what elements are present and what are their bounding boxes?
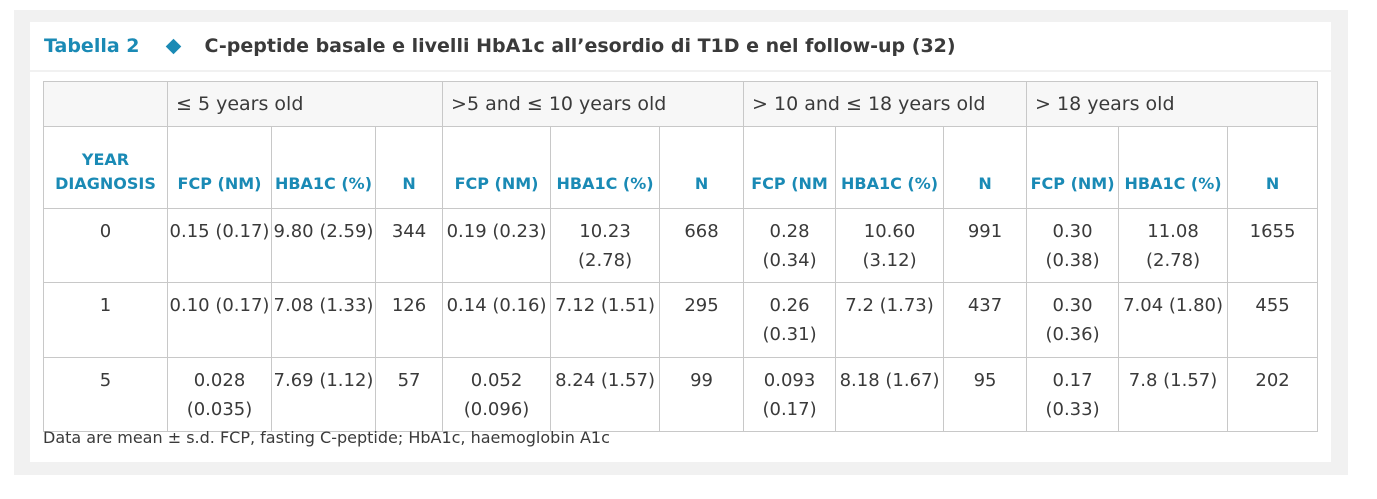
table-cell: 0.26 (0.31) bbox=[743, 282, 837, 358]
table-cell: 7.69 (1.12) bbox=[271, 357, 376, 432]
table-cell: 7.04 (1.80) bbox=[1118, 282, 1229, 358]
table-cell: 0.14 (0.16) bbox=[442, 282, 552, 358]
table-cell: 7.2 (1.73) bbox=[835, 282, 945, 358]
table-cell: 0.30 (0.38) bbox=[1026, 208, 1120, 283]
group-header: ≤ 5 years old bbox=[166, 81, 444, 127]
table-cell: 0.28 (0.34) bbox=[743, 208, 837, 283]
column-header-row: YEAR DIAGNOSIS FCP (NM) HBA1C (%) N FCP … bbox=[43, 126, 1319, 209]
table-row: 1 0.10 (0.17) 7.08 (1.33) 126 0.14 (0.16… bbox=[43, 282, 1319, 358]
diamond-icon bbox=[165, 38, 181, 54]
column-header: HBA1C (%) bbox=[835, 126, 945, 209]
table-cell: 10.23 (2.78) bbox=[550, 208, 661, 283]
title-bar: Tabella 2 C-peptide basale e livelli HbA… bbox=[30, 22, 1331, 70]
table-cell: 10.60 (3.12) bbox=[835, 208, 945, 283]
year-cell: 0 bbox=[43, 208, 168, 283]
year-cell: 5 bbox=[43, 357, 168, 432]
table-cell: 11.08 (2.78) bbox=[1118, 208, 1229, 283]
table-cell: 9.80 (2.59) bbox=[271, 208, 376, 283]
table-cell: 0.19 (0.23) bbox=[442, 208, 552, 283]
column-header: N bbox=[943, 126, 1028, 209]
table-title: C-peptide basale e livelli HbA1c all’eso… bbox=[204, 35, 956, 57]
data-table: ≤ 5 years old >5 and ≤ 10 years old > 10… bbox=[43, 81, 1319, 432]
table-cell: 202 bbox=[1227, 357, 1319, 432]
table-cell: 0.10 (0.17) bbox=[167, 282, 272, 358]
table-cell: 1655 bbox=[1227, 208, 1319, 283]
table-cell: 0.028 (0.035) bbox=[167, 357, 272, 432]
table-cell: 668 bbox=[659, 208, 745, 283]
table-cell: 8.18 (1.67) bbox=[835, 357, 945, 432]
corner-cell bbox=[43, 81, 168, 127]
column-header: HBA1C (%) bbox=[550, 126, 661, 209]
column-header: N bbox=[374, 126, 444, 209]
table-cell: 8.24 (1.57) bbox=[550, 357, 661, 432]
table-cell: 0.052 (0.096) bbox=[442, 357, 552, 432]
table-cell: 7.8 (1.57) bbox=[1118, 357, 1229, 432]
group-header: > 18 years old bbox=[1026, 81, 1319, 127]
column-header: FCP (NM) bbox=[442, 126, 552, 209]
table-cell: 344 bbox=[374, 208, 444, 283]
column-header: HBA1C (%) bbox=[1118, 126, 1229, 209]
table-row: 5 0.028 (0.035) 7.69 (1.12) 57 0.052 (0.… bbox=[43, 357, 1319, 432]
column-header: FCP (NM) bbox=[167, 126, 272, 209]
table-cell: 455 bbox=[1227, 282, 1319, 358]
table-cell: 95 bbox=[943, 357, 1028, 432]
table-content: ≤ 5 years old >5 and ≤ 10 years old > 10… bbox=[30, 72, 1331, 462]
table-cell: 57 bbox=[374, 357, 444, 432]
table-cell: 437 bbox=[943, 282, 1028, 358]
table-cell: 991 bbox=[943, 208, 1028, 283]
table-number: Tabella 2 bbox=[44, 35, 140, 57]
table-cell: 0.30 (0.36) bbox=[1026, 282, 1120, 358]
table-cell: 0.093 (0.17) bbox=[743, 357, 837, 432]
table-cell: 99 bbox=[659, 357, 745, 432]
table-row: 0 0.15 (0.17) 9.80 (2.59) 344 0.19 (0.23… bbox=[43, 208, 1319, 283]
column-header: HBA1C (%) bbox=[271, 126, 376, 209]
age-group-row: ≤ 5 years old >5 and ≤ 10 years old > 10… bbox=[43, 81, 1319, 127]
year-cell: 1 bbox=[43, 282, 168, 358]
column-header: N bbox=[1227, 126, 1319, 209]
column-header: N bbox=[659, 126, 745, 209]
table-cell: 7.08 (1.33) bbox=[271, 282, 376, 358]
year-diagnosis-header: YEAR DIAGNOSIS bbox=[43, 126, 168, 209]
table-cell: 126 bbox=[374, 282, 444, 358]
table-cell: 0.15 (0.17) bbox=[167, 208, 272, 283]
group-header: > 10 and ≤ 18 years old bbox=[743, 81, 1028, 127]
table-cell: 7.12 (1.51) bbox=[550, 282, 661, 358]
table-cell: 295 bbox=[659, 282, 745, 358]
table-footnote: Data are mean ± s.d. FCP, fasting C-pept… bbox=[43, 428, 610, 447]
column-header: FCP (NM) bbox=[1026, 126, 1120, 209]
group-header: >5 and ≤ 10 years old bbox=[442, 81, 745, 127]
column-header: FCP (NM bbox=[743, 126, 837, 209]
table-cell: 0.17 (0.33) bbox=[1026, 357, 1120, 432]
